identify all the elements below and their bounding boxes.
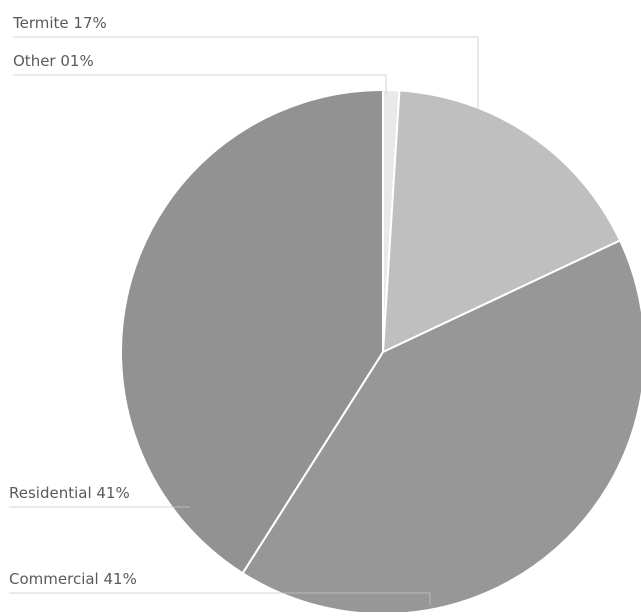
label-leader-lines — [9, 36, 479, 605]
leader-line-other — [13, 74, 387, 94]
slice-label-termite: Termite 17% — [12, 14, 107, 32]
pie-slice-residential — [120, 88, 384, 575]
slice-label-other: Other 01% — [13, 52, 94, 70]
pie-slice-termite — [381, 89, 622, 354]
slice-label-commercial: Commercial 41% — [9, 570, 137, 588]
leader-line-commercial — [9, 592, 431, 605]
pie-slice-commercial — [241, 239, 641, 615]
slice-label-residential: Residential 41% — [9, 484, 130, 502]
pie-slices — [120, 88, 641, 615]
leader-line-termite — [13, 36, 479, 110]
slice-labels: Other 01% Termite 17% Commercial 41% Res… — [9, 14, 137, 588]
